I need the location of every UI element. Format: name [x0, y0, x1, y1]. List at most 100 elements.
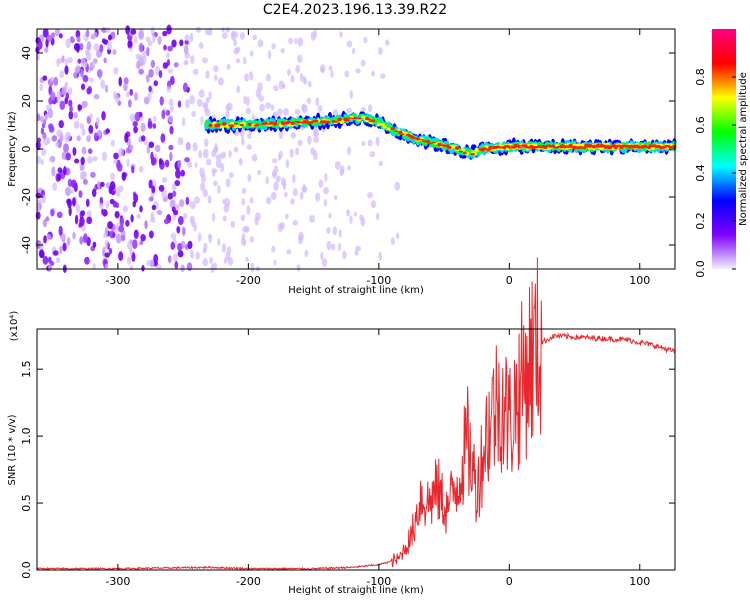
spectrogram-noise-blob — [199, 182, 206, 192]
spectrogram-noise-blob — [248, 71, 254, 81]
spectrogram-ridge-cell — [582, 146, 587, 149]
spectrogram-noise-blob — [213, 65, 219, 73]
spectrogram-noise-blob — [129, 264, 134, 271]
spectrogram-noise-blob — [184, 157, 190, 163]
spectrogram-noise-blob — [103, 232, 108, 239]
spectrogram-noise-blob — [241, 187, 247, 194]
spectrogram-noise-blob — [99, 43, 104, 53]
spectrogram-noise-blob — [279, 221, 285, 230]
spectrogram-noise-blob — [265, 102, 272, 109]
colorbar-tick-label: 0.2 — [694, 212, 707, 230]
spectrogram-noise-blob — [139, 240, 144, 246]
colorbar-tick-label: 0.6 — [694, 116, 707, 134]
spectrogram-noise-blob — [61, 55, 65, 63]
spectrogram-y-tick-label: 40 — [20, 46, 33, 60]
spectrogram-noise-blob — [187, 161, 193, 168]
spectrogram-noise-blob — [229, 171, 234, 179]
spectrogram-noise-blob — [163, 218, 170, 225]
spectrogram-noise-blob — [361, 140, 366, 147]
spectrogram-noise-blob — [168, 144, 174, 151]
spectrogram-noise-blob — [159, 96, 164, 106]
spectrogram-noise-blob — [127, 99, 132, 108]
spectrogram-noise-blob — [150, 59, 156, 69]
spectrogram-noise-blob — [205, 70, 210, 79]
spectrogram-noise-blob — [176, 204, 180, 212]
spectrogram-noise-blob — [215, 154, 220, 160]
spectrogram-ridge-cell — [286, 120, 292, 124]
spectrogram-noise-blob — [81, 224, 86, 232]
spectrogram-noise-blob — [167, 68, 173, 74]
snr-x-ticks: -300 -200 -100 0 100 — [105, 329, 650, 588]
spectrogram-ridge-cell — [255, 123, 260, 126]
spectrogram-noise-blob — [59, 100, 66, 110]
spectrogram-noise-blob — [177, 250, 184, 258]
spectrogram-noise-blob — [167, 45, 173, 52]
spectrogram-noise-blob — [64, 58, 68, 67]
spectrogram-noise-blob — [75, 29, 81, 39]
spectrogram-noise-blob — [80, 210, 86, 217]
spectrogram-noise-blob — [118, 251, 124, 262]
spectrogram-noise-blob — [349, 215, 353, 224]
spectrogram-noise-blob — [203, 242, 208, 251]
spectrogram-noise-blob — [169, 125, 174, 135]
spectrogram-noise-blob — [42, 75, 48, 81]
spectrogram-noise-blob — [149, 259, 155, 268]
spectrogram-noise-blob — [93, 31, 98, 38]
spectrogram-noise-blob — [156, 264, 162, 270]
spectrogram-noise-blob — [55, 96, 61, 104]
spectrogram-noise-blob — [57, 173, 62, 182]
spectrogram-noise-blob — [126, 158, 130, 168]
spectrogram-noise-blob — [249, 235, 255, 243]
spectrogram-noise-blob — [297, 139, 303, 147]
spectrogram-noise-blob — [86, 216, 93, 225]
spectrogram-noise-blob — [146, 259, 151, 267]
spectrogram-noise-blob — [56, 129, 63, 138]
spectrogram-noise-blob — [68, 87, 73, 96]
spectrogram-noise-blob — [89, 61, 96, 69]
spectrogram-noise-blob — [80, 58, 86, 67]
spectrogram-noise-blob — [89, 113, 94, 120]
spectrogram-noise-blob — [190, 218, 195, 228]
spectrogram-noise-blob — [138, 30, 145, 40]
spectrogram-noise-blob — [242, 239, 247, 247]
spectrogram-noise-blob — [167, 192, 174, 200]
spectrogram-noise-blob — [165, 109, 171, 116]
spectrogram-noise-blob — [198, 42, 204, 50]
spectrogram-noise-blob — [346, 146, 351, 156]
spectrogram-ridge-cell — [376, 122, 382, 127]
spectrogram-noise-blob — [321, 258, 328, 268]
spectrogram-noise-blob — [122, 205, 129, 213]
spectrogram-noise-blob — [175, 169, 181, 179]
spectrogram-noise-blob — [50, 91, 56, 102]
spectrogram-noise-blob — [236, 85, 241, 94]
spectrogram-noise-blob — [71, 197, 76, 207]
spectrogram-noise-blob — [328, 65, 333, 72]
spectrogram-noise-blob — [61, 86, 67, 96]
spectrogram-noise-blob — [135, 53, 142, 60]
spectrogram-noise-blob — [353, 211, 357, 217]
spectrogram-noise-blob — [123, 84, 128, 92]
spectrogram-y-ticks: -40 -20 0 20 40 — [20, 46, 675, 254]
spectrogram-noise-blob — [228, 150, 232, 158]
spectrogram-noise-blob — [202, 101, 209, 109]
spectrogram-noise-blob — [158, 70, 163, 79]
spectrogram-noise-blob — [200, 116, 204, 126]
spectrogram-noise-blob — [92, 155, 98, 162]
spectrogram-ridge-cell — [672, 144, 677, 149]
spectrogram-noise-blob — [118, 76, 122, 87]
spectrogram-noise-blob — [80, 68, 84, 78]
spectrogram-noise-blob — [130, 214, 134, 223]
spectrogram-noise-blob — [257, 82, 263, 92]
spectrogram-noise-blob — [270, 191, 277, 201]
spectrogram-noise-blob — [233, 146, 239, 153]
spectrogram-noise-blob — [173, 253, 178, 263]
spectrogram-noise-blob — [76, 135, 81, 142]
spectrogram-noise-blob — [160, 133, 166, 143]
colorbar-ticks: 0.0 0.2 0.4 0.6 0.8 — [694, 68, 736, 278]
spectrogram-noise-blob — [50, 208, 55, 217]
spectrogram-noise-blob — [289, 148, 294, 158]
spectrogram-noise-blob — [299, 191, 304, 200]
spectrogram-noise-blob — [170, 232, 177, 240]
spectrogram-noise-blob — [205, 158, 212, 166]
spectrogram-noise-blob — [169, 104, 174, 113]
